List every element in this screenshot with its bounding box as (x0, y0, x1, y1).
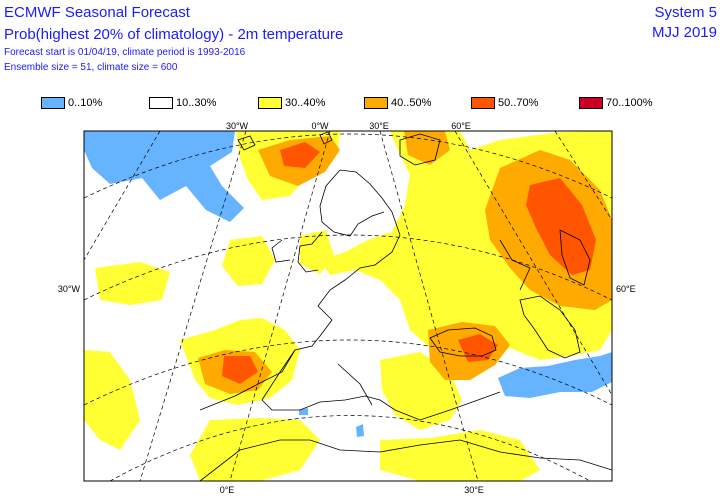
legend-label: 10..30% (176, 97, 217, 109)
legend-label: 0..10% (68, 97, 103, 109)
low-prob-area-central-asia (498, 352, 612, 398)
map-subtitle: Prob(highest 20% of climatology) - 2m te… (4, 26, 344, 43)
legend-item-50-70: 50..70% (471, 96, 538, 110)
axis-label-bottom: 30°E (464, 485, 484, 495)
map-frame (83, 130, 613, 482)
axis-label-top: 60°E (451, 121, 471, 131)
probability-field (84, 131, 612, 481)
legend-swatch (579, 97, 603, 109)
legend-swatch (471, 97, 495, 109)
map-title: ECMWF Seasonal Forecast (4, 4, 190, 21)
graticule (84, 131, 612, 481)
legend-swatch (364, 97, 388, 109)
system-label: System 5 (654, 4, 717, 21)
prob-50-70-north (280, 142, 320, 168)
legend-label: 50..70% (498, 97, 539, 109)
legend-swatch (41, 97, 65, 109)
legend-item-30-40: 30..40% (258, 96, 325, 110)
axis-label-top: 30°W (226, 121, 249, 131)
legend-label: 70..100% (606, 97, 653, 109)
axis-label-top: 30°E (369, 121, 389, 131)
prob-30-40-south (380, 430, 540, 481)
legend-item-70-100: 70..100% (579, 96, 652, 110)
coastlines (199, 131, 612, 481)
axis-label-right: 60°E (616, 284, 636, 294)
prob-30-40-uk (300, 230, 334, 274)
axis-label-left: 30°W (58, 284, 81, 294)
low-prob-area-atlantic (84, 131, 244, 222)
ensemble-size-info: Ensemble size = 51, climate size = 600 (4, 62, 178, 73)
legend-item-40-50: 40..50% (364, 96, 431, 110)
legend-swatch (149, 97, 173, 109)
low-prob-area-small (356, 424, 364, 437)
legend-item-0-10: 0..10% (41, 96, 102, 110)
prob-30-40-west-atlantic (95, 262, 170, 305)
prob-50-70-black-sea (458, 334, 498, 362)
prob-50-70-russia (526, 178, 596, 275)
legend: 0..10% 10..30% 30..40% 40..50% 50..70% 7… (0, 96, 725, 112)
forecast-start-info: Forecast start is 01/04/19, climate peri… (4, 47, 246, 58)
axis-label-bottom: 0°E (220, 485, 235, 495)
prob-30-40-mid-atlantic (222, 236, 275, 286)
legend-label: 30..40% (285, 97, 326, 109)
prob-50-70-iberia (222, 356, 258, 384)
axis-label-top: 0°W (311, 121, 329, 131)
legend-swatch (258, 97, 282, 109)
legend-label: 40..50% (391, 97, 432, 109)
prob-30-40-south-atlantic (84, 350, 140, 450)
season-label: MJJ 2019 (651, 24, 717, 41)
legend-item-10-30: 10..30% (149, 96, 216, 110)
